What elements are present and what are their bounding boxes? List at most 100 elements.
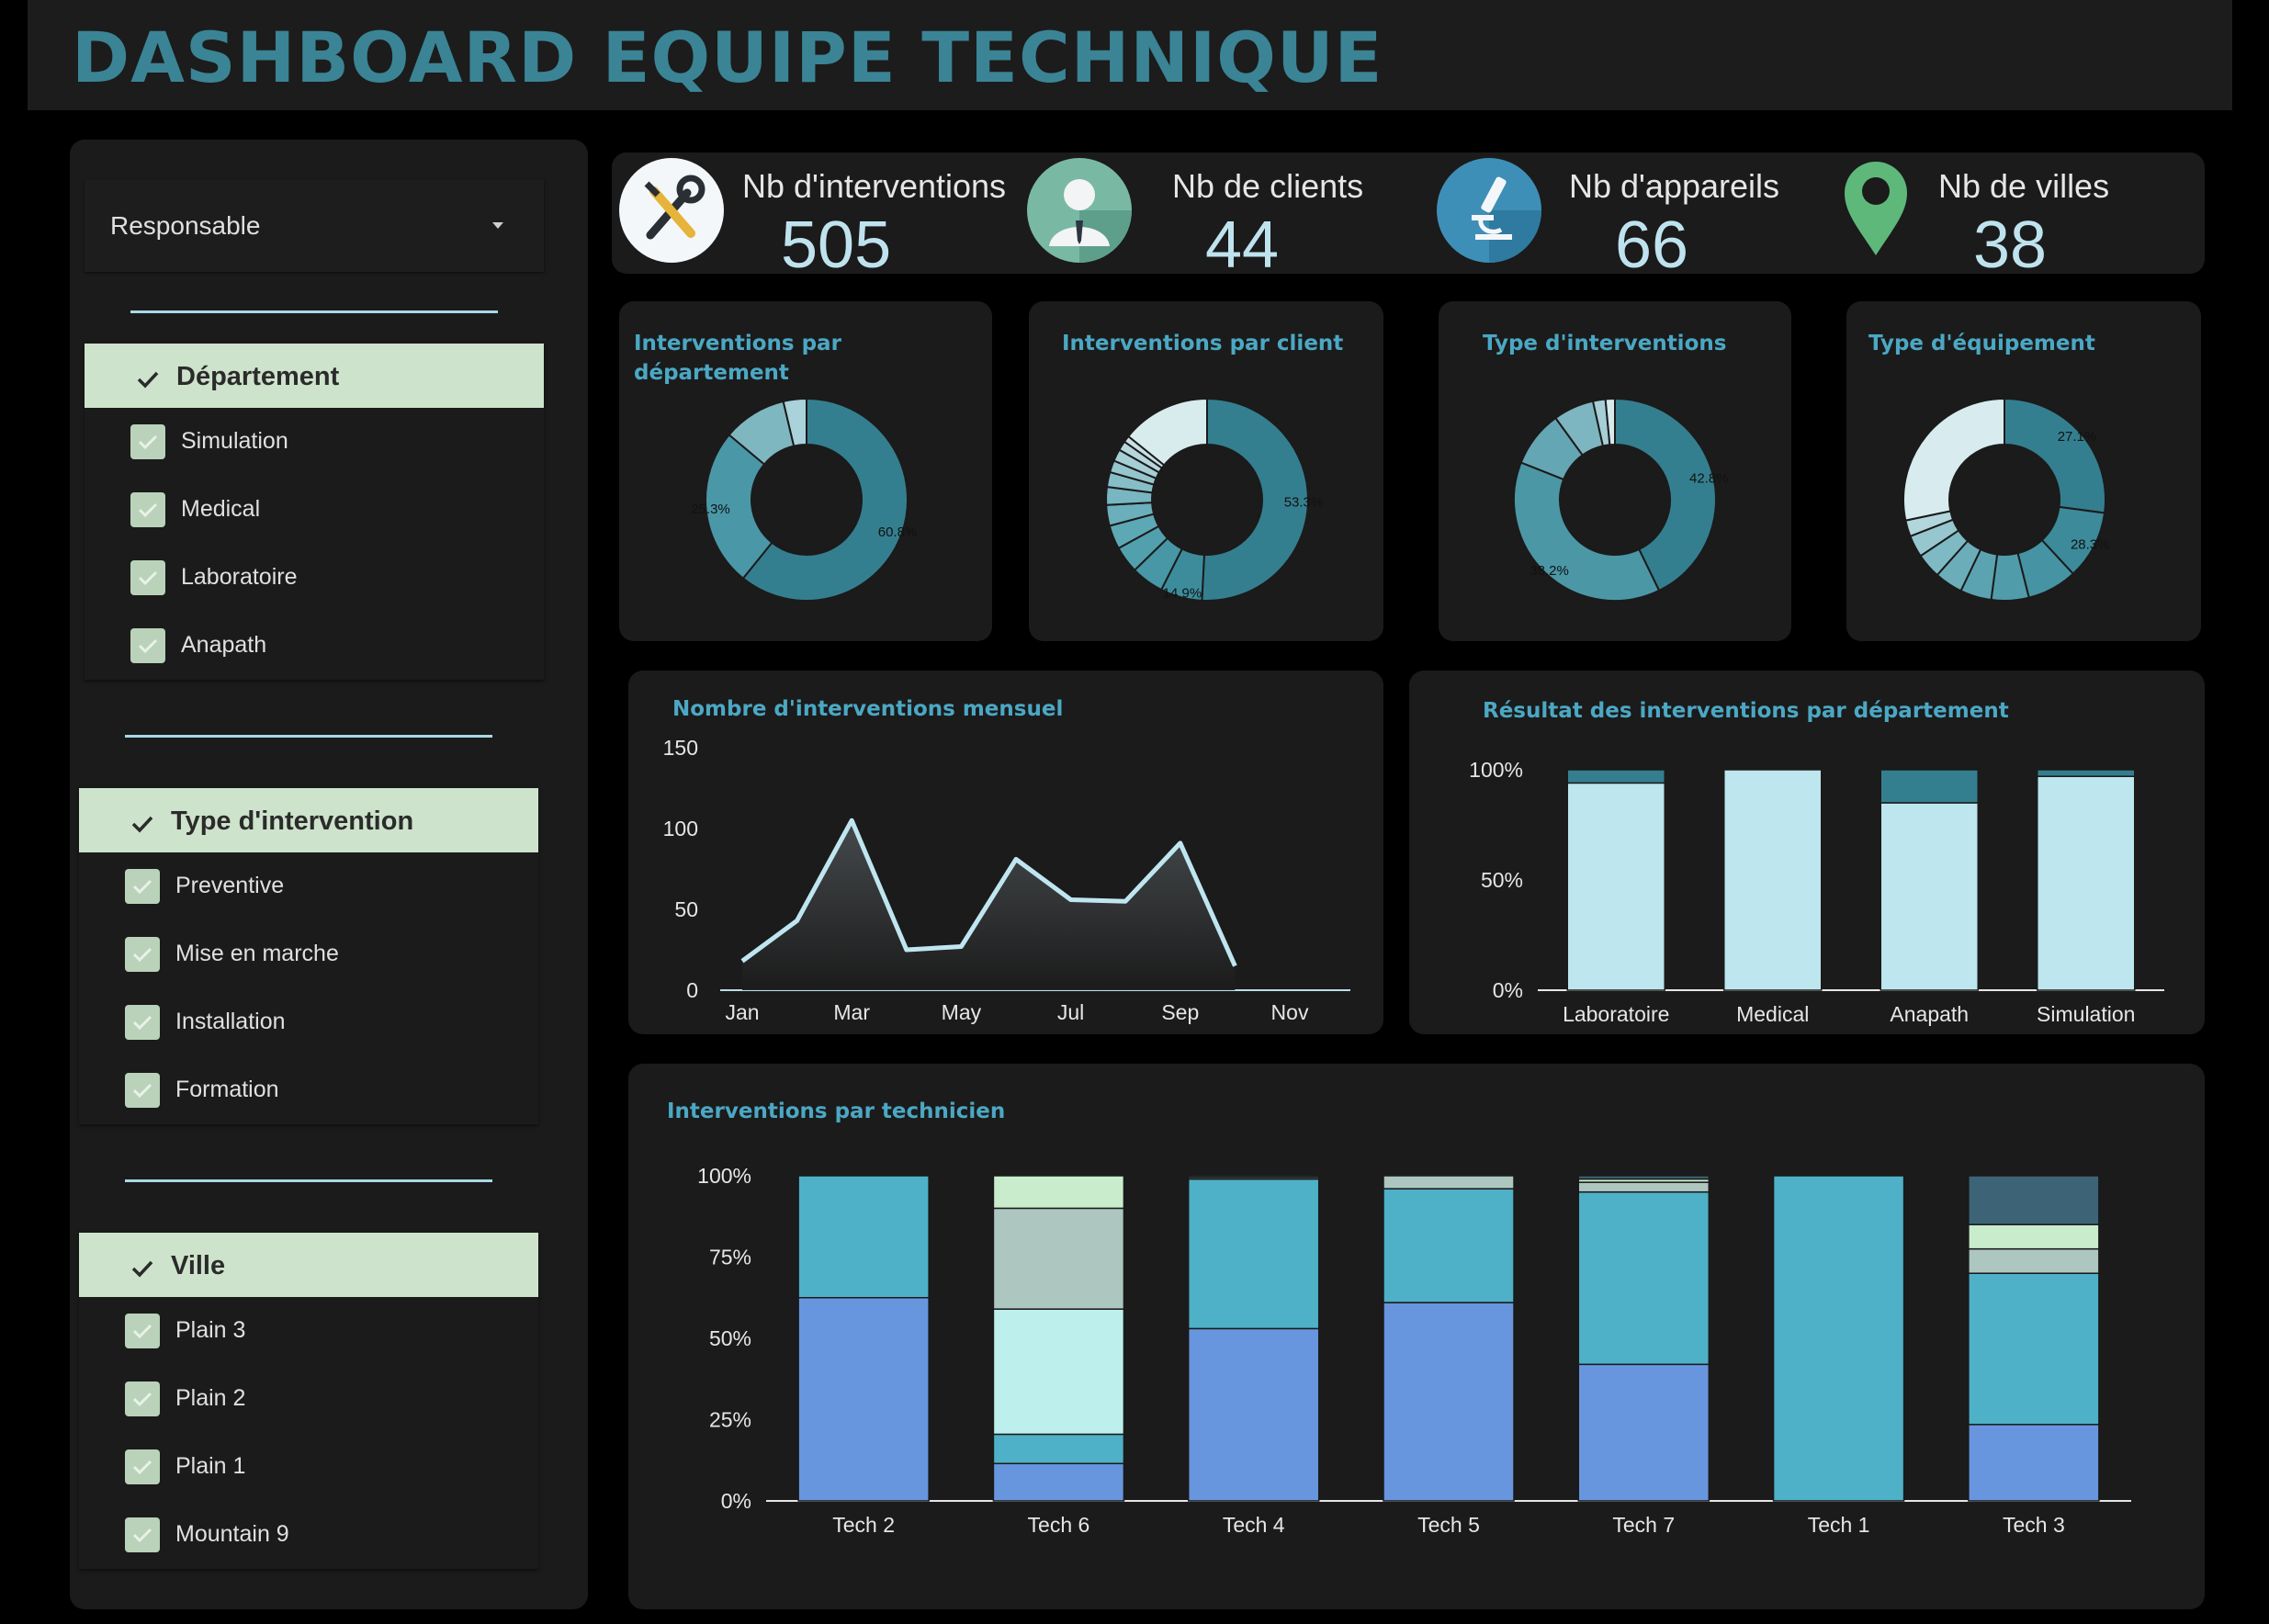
donut-slice[interactable] <box>1902 397 2005 522</box>
y-tick-label: 100% <box>1469 758 1523 782</box>
bar-segment[interactable] <box>992 1175 1125 1210</box>
donut-chart-departement: 60.8% 25.3% <box>691 397 918 602</box>
bar-segment[interactable] <box>1880 769 1979 804</box>
x-tick-label: Tech 7 <box>1612 1513 1675 1537</box>
bar-segment[interactable] <box>1566 769 1665 784</box>
filter-item[interactable]: Preventive <box>79 852 538 920</box>
bar-segment[interactable] <box>797 1175 930 1299</box>
filter-departement: Département Simulation Medical Laboratoi… <box>85 344 544 680</box>
stacked-bar-chart-technicien: 0% 25% 50% 75% 100% Tech 2 Tech 6 Tech 4 Tech 5 T… <box>697 1164 2131 1537</box>
stacked-bar-chart-resultat: 0% 50% 100% Laboratoire Medical Anapath Simula… <box>1469 758 2164 1026</box>
kpi-label: Nb de villes <box>1938 167 2110 205</box>
checkbox-icon[interactable] <box>125 869 160 904</box>
filter-item[interactable]: Plain 2 <box>79 1365 538 1433</box>
responsable-dropdown[interactable]: Responsable <box>85 180 544 272</box>
bar-segment[interactable] <box>1968 1224 2100 1250</box>
bar-segment[interactable] <box>797 1297 930 1502</box>
bar-segment[interactable] <box>992 1308 1125 1436</box>
bar-segment[interactable] <box>1383 1302 1515 1502</box>
bar-segment[interactable] <box>992 1207 1125 1310</box>
caret-down-icon[interactable] <box>492 222 503 229</box>
bar-segment[interactable] <box>1577 1363 1710 1502</box>
checkbox-icon[interactable] <box>125 1449 160 1484</box>
filter-header-ville[interactable]: Ville <box>79 1233 538 1297</box>
donut-slice[interactable] <box>1513 461 1661 602</box>
y-tick-label: 50 <box>674 897 698 921</box>
bar-segment[interactable] <box>2037 769 2136 777</box>
donut-slice[interactable] <box>1201 397 1309 602</box>
kpi-clients: Nb de clients 44 <box>1025 152 1429 282</box>
bar-segment[interactable] <box>1577 1190 1710 1366</box>
slice-label: 60.8% <box>878 524 918 540</box>
filter-header-departement[interactable]: Département <box>85 344 544 408</box>
filter-header-type[interactable]: Type d'intervention <box>79 788 538 852</box>
donut-slice[interactable] <box>782 397 807 447</box>
filter-item[interactable]: Anapath <box>85 612 544 680</box>
bar-segment[interactable] <box>1566 782 1665 991</box>
check-icon[interactable] <box>125 1251 160 1286</box>
donut-slice[interactable] <box>705 433 773 581</box>
x-tick-label: Nov <box>1271 1000 1309 1024</box>
kpi-appareils: Nb d'appareils 66 <box>1435 152 1839 282</box>
filter-item[interactable]: Mise en marche <box>79 920 538 988</box>
bar-segment[interactable] <box>1383 1175 1515 1190</box>
filter-item[interactable]: Laboratoire <box>85 544 544 612</box>
bar-segment[interactable] <box>1187 1175 1320 1179</box>
bar-segment[interactable] <box>1880 802 1979 991</box>
checkbox-icon[interactable] <box>125 1005 160 1040</box>
client-icon <box>1027 158 1132 263</box>
divider <box>125 735 492 738</box>
chart-title: Résultat des interventions par départeme… <box>1483 699 2009 723</box>
filter-item[interactable]: Formation <box>79 1056 538 1124</box>
bar-segment[interactable] <box>1577 1181 1710 1193</box>
bar-segment[interactable] <box>1772 1175 1905 1502</box>
filter-item[interactable]: Mountain 9 <box>79 1501 538 1569</box>
filter-item-label: Plain 2 <box>175 1385 246 1411</box>
checkbox-icon[interactable] <box>130 424 165 459</box>
check-icon[interactable] <box>130 362 165 397</box>
bar-segment[interactable] <box>1187 1327 1320 1502</box>
series-line[interactable] <box>740 818 1237 967</box>
checkbox-icon[interactable] <box>125 1073 160 1108</box>
x-tick-label: Tech 2 <box>832 1513 895 1537</box>
bar-segment[interactable] <box>1187 1178 1320 1330</box>
checkbox-icon[interactable] <box>125 1517 160 1552</box>
bar-segment[interactable] <box>1968 1424 2100 1502</box>
filter-item[interactable]: Simulation <box>85 408 544 476</box>
chart-title: Type d'interventions <box>1483 332 1727 355</box>
donut-slice[interactable] <box>1126 397 1208 467</box>
bar-segment[interactable] <box>992 1433 1125 1465</box>
filter-item-label: Installation <box>175 1009 286 1034</box>
filter-item[interactable]: Plain 1 <box>79 1433 538 1501</box>
filter-item[interactable]: Medical <box>85 476 544 544</box>
bar-segment[interactable] <box>1723 769 1823 991</box>
checkbox-icon[interactable] <box>130 492 165 527</box>
check-icon[interactable] <box>125 806 160 841</box>
checkbox-icon[interactable] <box>130 560 165 595</box>
chart-title: Interventions par client <box>1062 332 1344 355</box>
bar-segment[interactable] <box>992 1462 1125 1502</box>
donut-slice[interactable] <box>741 397 909 602</box>
chart-panel-resultat: Résultat des interventions par départeme… <box>1409 671 2205 1034</box>
bar-segment[interactable] <box>1577 1175 1710 1180</box>
checkbox-icon[interactable] <box>130 628 165 663</box>
checkbox-icon[interactable] <box>125 937 160 972</box>
slice-label: 53.3% <box>1284 495 1324 511</box>
bar-segment[interactable] <box>1968 1247 2100 1274</box>
chart-panel-departement: Interventions par département 60.8% 25.3% <box>619 301 992 641</box>
y-tick-label: 75% <box>709 1246 751 1269</box>
bar-segment[interactable] <box>1383 1188 1515 1303</box>
bar-segment[interactable] <box>1968 1175 2100 1225</box>
donut-slice[interactable] <box>1614 397 1717 592</box>
bar-segment[interactable] <box>1968 1272 2100 1426</box>
filter-item-label: Plain 3 <box>175 1317 246 1343</box>
bar-segment[interactable] <box>2037 775 2136 991</box>
checkbox-icon[interactable] <box>125 1382 160 1416</box>
filter-item[interactable]: Plain 3 <box>79 1297 538 1365</box>
donut-slice[interactable] <box>1604 397 1616 446</box>
microscope-icon <box>1437 158 1541 263</box>
filter-item[interactable]: Installation <box>79 988 538 1056</box>
filter-item-label: Anapath <box>181 632 267 658</box>
checkbox-icon[interactable] <box>125 1314 160 1348</box>
donut-slice[interactable] <box>2004 397 2106 514</box>
